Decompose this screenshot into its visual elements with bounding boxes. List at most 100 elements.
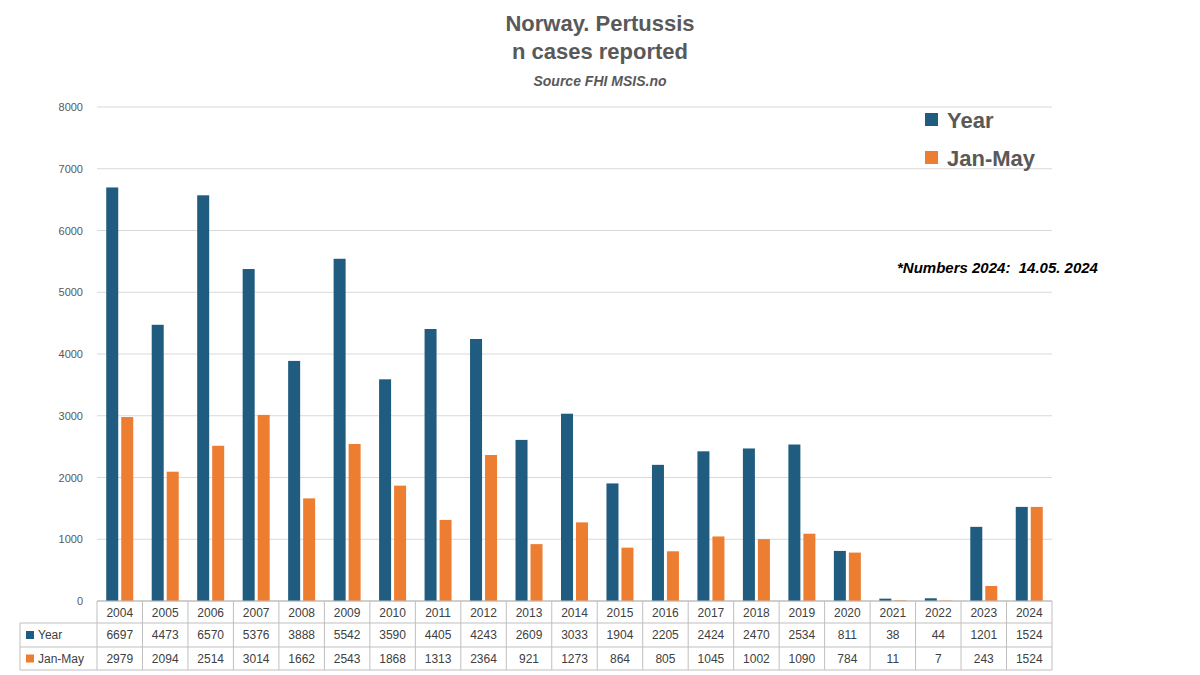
table-value: 11 [887,652,900,666]
table-value: 2424 [698,628,725,642]
table-value: 2094 [152,652,179,666]
bar [576,522,588,601]
table-line [597,601,598,670]
bar [667,551,679,601]
table-line [187,601,188,670]
bar [834,551,846,601]
table-value: 2364 [470,652,497,666]
legend-key [925,113,938,126]
bar [803,534,815,601]
table-line [961,601,962,670]
table-line [642,601,643,670]
table-value: 3888 [288,628,315,642]
category-label: 2016 [652,606,679,620]
bar [212,446,224,601]
table-value: 2609 [516,628,543,642]
table-line [278,601,279,670]
category-label: 2004 [106,606,133,620]
table-line [1006,601,1007,670]
table-value: 38 [886,628,900,642]
bar [303,498,315,601]
bar [152,325,164,601]
category-label: 2009 [334,606,361,620]
y-tick-label: 6000 [59,225,83,237]
bar [758,539,770,601]
category-label: 2008 [288,606,315,620]
bar [621,548,633,601]
bar [743,448,755,601]
y-tick-label: 1000 [59,533,83,545]
bar [440,520,452,601]
table-line [460,601,461,670]
category-label: 2010 [379,606,406,620]
table-value: 1002 [743,652,770,666]
y-tick-label: 8000 [59,101,83,113]
category-label: 2023 [970,606,997,620]
table-value: 4405 [425,628,452,642]
bar [1031,507,1043,601]
title-line: n cases reported [512,39,688,64]
table-value: 1201 [970,628,997,642]
legend-label: Year [947,108,994,133]
bar [788,445,800,601]
table-value: 1904 [607,628,634,642]
table-line [20,623,21,670]
table-value: 1662 [288,652,315,666]
table-value: 784 [837,652,857,666]
table-line [551,601,552,670]
category-label: 2013 [516,606,543,620]
table-value: 2534 [789,628,816,642]
table-value: 2470 [743,628,770,642]
bar [394,486,406,601]
bars [106,187,1043,601]
table-value: 4243 [470,628,497,642]
table-line [97,601,1052,602]
bar [849,553,861,601]
table-value: 1045 [698,652,725,666]
y-tick-label: 4000 [59,348,83,360]
category-label: 2005 [152,606,179,620]
legend-label: Jan-May [947,146,1036,171]
table-value: 243 [974,652,994,666]
category-label: 2019 [789,606,816,620]
category-label: 2006 [197,606,224,620]
table-value: 6570 [197,628,224,642]
grid-line [97,230,1052,231]
category-label: 2022 [925,606,952,620]
table-value: 2979 [106,652,133,666]
category-label: 2020 [834,606,861,620]
table-key [26,655,34,663]
table-row-label: Year [38,628,62,642]
bar [561,414,573,601]
table-line [824,601,825,670]
bar [379,379,391,601]
table-value: 811 [838,628,857,642]
table-value: 1868 [379,652,406,666]
table-line [688,601,689,670]
table-line [506,601,507,670]
grid-line [97,354,1052,355]
category-label: 2015 [607,606,634,620]
grid-line [97,477,1052,478]
grid-line [97,168,1052,169]
table-line [369,601,370,670]
table-value: 1524 [1016,652,1043,666]
table-line [1052,601,1053,670]
category-label: 2024 [1016,606,1043,620]
table-value: 3014 [243,652,270,666]
category-label: 2018 [743,606,770,620]
bar [197,195,209,601]
table-line [233,601,234,670]
category-label: 2007 [243,606,270,620]
table-value: 7 [935,652,942,666]
bar [349,444,361,601]
table-value: 4473 [152,628,179,642]
table-value: 1524 [1016,628,1043,642]
table-value: 1313 [425,652,452,666]
subtitle: Source FHI MSIS.no [533,73,666,89]
bar [652,465,664,601]
y-tick-label: 5000 [59,286,83,298]
table-line [142,601,143,670]
bar [334,259,346,601]
bar [106,187,118,601]
